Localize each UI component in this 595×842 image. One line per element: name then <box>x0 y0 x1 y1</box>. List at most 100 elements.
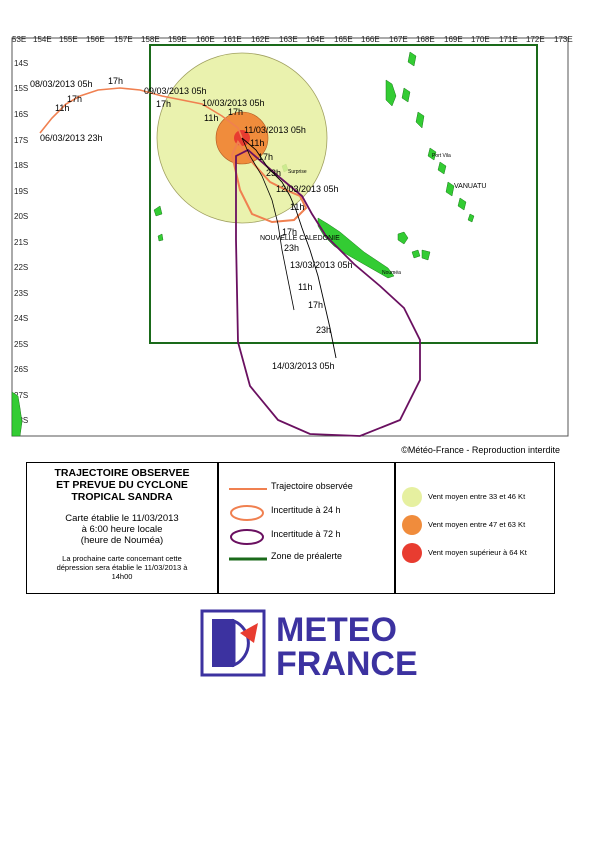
issue-line: Carte établie le 11/03/2013 <box>65 513 179 524</box>
lat-label: 26S <box>14 365 28 374</box>
lat-label: 14S <box>14 59 28 68</box>
place-label: Port Vila <box>432 153 451 159</box>
legend-label: Incertitude à 24 h <box>271 505 341 515</box>
legend-label: Trajectoire observée <box>271 481 353 491</box>
lon-label: 162E <box>251 35 270 44</box>
longitude-axis: 53E 154E 155E 156E 157E 158E 159E 160E 1… <box>12 35 573 44</box>
next-line: 14h00 <box>111 572 133 581</box>
lat-label: 18S <box>14 161 28 170</box>
lat-label: 16S <box>14 110 28 119</box>
next-line: La prochaine carte concernant cette <box>62 554 182 563</box>
place-label: NOUVELLE CALEDONIE <box>260 235 340 242</box>
legend-panel: Trajectoire observée Incertitude à 24 h … <box>218 462 395 594</box>
track-label: 23h <box>266 168 281 178</box>
track-label: 06/03/2013 23h <box>40 133 103 143</box>
track-label: 23h <box>284 243 299 253</box>
wind-33-46-swatch <box>402 487 422 507</box>
logo-text-meteo: METEO <box>276 611 397 649</box>
track-label: 11h <box>250 138 264 148</box>
new-caledonia-island <box>317 217 395 279</box>
forecast-track-inner <box>241 137 295 311</box>
wind-64-swatch <box>402 543 422 563</box>
alert-zone <box>149 44 538 344</box>
issue-line: à 6:00 heure locale <box>81 524 163 535</box>
track-label: 11h <box>55 103 69 113</box>
lat-label: 20S <box>14 212 28 221</box>
track-label: 11h <box>204 113 218 123</box>
next-line: dépression sera établie le 11/03/2013 à <box>56 563 188 572</box>
logo-text-france: FRANCE <box>276 645 418 679</box>
forecast-track <box>241 137 337 359</box>
track-label: 17h <box>67 94 82 104</box>
map-title: TRAJECTOIRE OBSERVEE ET PREVUE DU CYCLON… <box>27 467 217 503</box>
wind-label: Vent moyen entre 33 et 46 Kt <box>428 492 526 501</box>
lon-label: 173E <box>554 35 573 44</box>
lon-label: 170E <box>471 35 490 44</box>
loyalty-islands <box>397 231 431 261</box>
track-label: 09/03/2013 05h <box>144 86 207 96</box>
lat-label: 17S <box>14 136 28 145</box>
lon-label: 169E <box>444 35 463 44</box>
title-line: ET PREVUE DU CYCLONE <box>56 479 188 491</box>
legend-label: Incertitude à 72 h <box>271 529 341 539</box>
lat-label: 21S <box>14 238 28 247</box>
lon-label: 167E <box>389 35 408 44</box>
lat-label: 27S <box>14 391 28 400</box>
title-line: TRAJECTOIRE OBSERVEE <box>54 467 190 479</box>
copyright-notice: ©Météo-France - Reproduction interdite <box>401 445 560 455</box>
lon-label: 157E <box>114 35 133 44</box>
track-label: 17h <box>108 76 123 86</box>
track-label: 13/03/2013 05h <box>290 260 353 270</box>
issue-line: (heure de Nouméa) <box>80 535 164 546</box>
lon-label: 160E <box>196 35 215 44</box>
uncertainty-24h-envelope <box>230 140 308 224</box>
australia-coast <box>11 391 23 437</box>
lon-label: 171E <box>499 35 518 44</box>
latitude-axis: 14S 15S 16S 17S 18S 19S 20S 21S 22S 23S … <box>14 59 28 425</box>
track-label: 23h <box>316 325 331 335</box>
legend-uncertainty-72h: Incertitude à 72 h <box>223 527 393 547</box>
track-labels: 08/03/2013 05h 17h 17h 11h 06/03/2013 23… <box>30 76 353 371</box>
observed-track <box>39 87 243 139</box>
title-panel: TRAJECTOIRE OBSERVEE ET PREVUE DU CYCLON… <box>26 462 218 594</box>
meteo-france-logo: METEO FRANCE <box>200 609 418 679</box>
land-areas <box>11 51 475 437</box>
title-line: TROPICAL SANDRA <box>71 491 173 503</box>
track-label: 08/03/2013 05h <box>30 79 93 89</box>
lon-label: 156E <box>86 35 105 44</box>
lon-label: 158E <box>141 35 160 44</box>
lon-label: 154E <box>33 35 52 44</box>
track-label: 14/03/2013 05h <box>272 361 335 371</box>
place-label: Surprise <box>288 169 307 175</box>
vanuatu-islands <box>385 51 475 223</box>
observed-track-swatch <box>229 488 267 490</box>
uncertainty-72h-swatch <box>230 529 264 545</box>
lon-label: 165E <box>334 35 353 44</box>
cyclone-track-map: 53E 154E 155E 156E 157E 158E 159E 160E 1… <box>11 35 573 437</box>
lat-label: 15S <box>14 84 28 93</box>
track-label: 12/03/2013 05h <box>276 184 339 194</box>
chesterfield-islands <box>153 205 164 242</box>
lon-label: 159E <box>168 35 187 44</box>
lat-label: 24S <box>14 314 28 323</box>
wind-label: Vent moyen entre 47 et 63 Kt <box>428 520 526 529</box>
next-map-info: La prochaine carte concernant cette dépr… <box>27 554 217 581</box>
lon-label: 161E <box>223 35 242 44</box>
track-label: 17h <box>156 99 171 109</box>
track-label: 17h <box>228 107 243 117</box>
track-label: 17h <box>282 227 297 237</box>
wind-label: Vent moyen supérieur à 64 Kt <box>428 548 527 557</box>
track-label: 17h <box>258 152 273 162</box>
place-label: VANUATU <box>454 183 486 190</box>
wind-legend-item: Vent moyen supérieur à 64 Kt <box>400 543 554 567</box>
lat-label: 25S <box>14 340 28 349</box>
track-label: 11h <box>290 202 304 212</box>
legend-label: Zone de préalerte <box>271 551 343 561</box>
alert-zone-swatch <box>229 557 267 561</box>
lon-label: 164E <box>306 35 325 44</box>
lon-label: 53E <box>12 35 26 44</box>
track-label: 17h <box>308 300 323 310</box>
lon-label: 155E <box>59 35 78 44</box>
wind-legend-panel: Vent moyen entre 33 et 46 Kt Vent moyen … <box>395 462 555 594</box>
place-labels: NOUVELLE CALEDONIE VANUATU Nouméa Port V… <box>260 153 486 276</box>
